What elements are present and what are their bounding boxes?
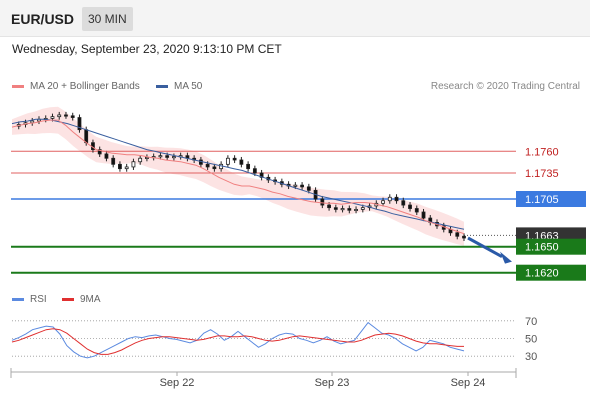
candle-body [232,157,237,161]
ma20-line [11,119,465,235]
legend-ma20-label: MA 20 + Bollinger Bands [30,81,140,92]
candle-body [333,207,338,210]
ma50-line [11,118,465,230]
candle-body [239,159,244,165]
candle-body [158,155,163,158]
candle-body [347,208,352,211]
candle-body [212,166,217,170]
candle-body [252,168,257,174]
candle-body [118,163,122,170]
legend-ma50-label: MA 50 [174,81,203,92]
candle-body [111,157,116,165]
candle-body [408,204,412,209]
level-label: 1.1705 [525,194,559,206]
rsi-level-label: 30 [525,351,537,363]
candle-body [138,157,143,163]
candle-body [320,198,325,206]
candle-body [131,161,136,168]
research-credit: Research © 2020 Trading Central [430,81,580,92]
candle-body [340,208,345,211]
candle-body [50,116,55,119]
rsi-swatch [12,297,24,301]
candle-body [225,157,230,165]
candle-body [394,196,399,202]
candle-body [172,156,176,159]
candle-body [381,200,385,204]
rsi-line [11,321,465,359]
ma20-swatch [12,84,24,88]
candle-body [57,114,62,118]
candle-body [104,153,109,159]
candle-body [145,156,149,159]
candle-body [300,184,304,188]
x-tick-label: Sep 24 [451,377,486,389]
level-label-bg [516,238,586,255]
candle-body [387,196,392,202]
top-bar: EUR/USD 30 MIN [0,0,590,37]
chart-datetime: Wednesday, September 23, 2020 9:13:10 PM… [12,42,282,56]
level-label-bg [516,264,586,281]
bollinger-band [12,106,464,246]
legend-ma50: MA 50 [156,81,202,92]
ma50-swatch [156,84,168,88]
legend-9ma: 9MA [62,294,101,305]
candle-body [414,208,419,213]
candle-body [354,208,358,211]
candle-body [77,117,82,131]
level-label: 1.1760 [525,146,559,158]
rsi-ma-swatch [62,297,74,301]
timeframe-button[interactable]: 30 MIN [82,7,133,31]
level-label: 1.1735 [525,168,559,180]
candle-body [97,149,102,155]
x-tick-label: Sep 23 [315,377,350,389]
rsi-level-label: 50 [525,334,537,346]
level-label: 1.1620 [525,268,559,280]
rsi-ma-line [11,328,464,355]
legend-rsi: RSI [12,294,47,305]
legend-rsi-label: RSI [30,294,47,305]
legend-ma20: MA 20 + Bollinger Bands [12,81,140,92]
candle-body [165,155,170,158]
candle-body [421,211,426,219]
candle-body [246,163,251,170]
candle-body [124,166,129,170]
candle-body [70,115,75,118]
level-label: 1.1650 [525,242,559,254]
candle-body [401,200,406,206]
candle-body [455,232,460,237]
candle-body [64,114,68,117]
forecast-arrow [467,236,503,258]
candle-body [360,207,365,210]
legend-9ma-label: 9MA [80,294,101,305]
candle-body [327,204,331,209]
pair-title: EUR/USD [11,11,75,27]
level-label-bg [516,191,586,207]
candle-body [84,129,89,144]
x-tick-label: Sep 22 [160,377,195,389]
candle-body [462,235,466,239]
forecast-arrowhead [500,251,512,264]
candle-body [205,163,210,168]
candle-body [306,186,311,191]
rsi-level-label: 70 [525,316,537,328]
candle-body [198,159,203,165]
candle-body [293,184,298,187]
